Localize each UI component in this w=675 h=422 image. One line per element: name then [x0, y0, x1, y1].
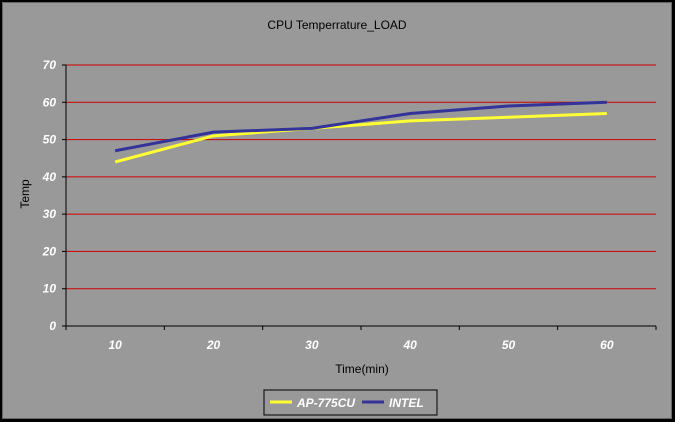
x-tick-label: 40 [402, 338, 417, 352]
x-tick-label: 20 [206, 338, 221, 352]
x-tick-label: 10 [108, 338, 122, 352]
y-tick-label: 70 [43, 58, 57, 72]
legend-label: INTEL [389, 396, 424, 410]
legend: AP-775CU INTEL [263, 389, 438, 416]
series-line-ap-775cu [114, 111, 607, 164]
x-axis-label: Time(min) [335, 362, 389, 376]
y-tick-labels: 0 10 20 30 40 50 60 70 [42, 58, 66, 333]
y-tick-label: 20 [42, 244, 57, 258]
series-line-intel [114, 100, 607, 153]
legend-label: AP-775CU [296, 396, 355, 410]
x-tick-label: 30 [305, 338, 319, 352]
y-axis-label: Temp [18, 179, 32, 209]
y-tick-label: 40 [42, 170, 57, 184]
x-tick-label: 60 [600, 338, 614, 352]
y-tick-label: 50 [43, 133, 57, 147]
y-tick-label: 30 [43, 207, 57, 221]
legend-box [263, 389, 438, 416]
chart-title: CPU Temperrature_LOAD [267, 18, 407, 32]
y-tick-label: 60 [43, 95, 57, 109]
y-tick-label: 10 [43, 282, 57, 296]
series-lines [114, 100, 607, 164]
y-tick-label: 0 [49, 319, 56, 333]
x-tick-label: 50 [502, 338, 516, 352]
axes [65, 65, 656, 327]
x-tick-labels: 10 20 30 40 50 60 [65, 326, 657, 352]
grid-lines [66, 64, 656, 290]
